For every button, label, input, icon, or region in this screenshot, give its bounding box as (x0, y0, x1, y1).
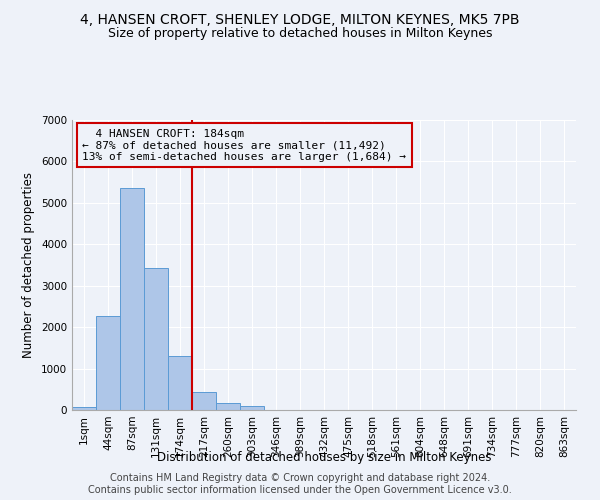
Text: Distribution of detached houses by size in Milton Keynes: Distribution of detached houses by size … (157, 451, 491, 464)
Bar (240, 406, 264, 410)
Bar (144, 268, 168, 410)
Y-axis label: Number of detached properties: Number of detached properties (22, 172, 35, 358)
Bar (120, 188, 144, 410)
Bar (168, 356, 192, 410)
Text: 4 HANSEN CROFT: 184sqm
← 87% of detached houses are smaller (11,492)
13% of semi: 4 HANSEN CROFT: 184sqm ← 87% of detached… (82, 128, 406, 162)
Bar (96, 316, 120, 410)
Bar (216, 404, 240, 410)
Bar (192, 392, 216, 410)
Text: Size of property relative to detached houses in Milton Keynes: Size of property relative to detached ho… (108, 28, 492, 40)
Text: Contains HM Land Registry data © Crown copyright and database right 2024.
Contai: Contains HM Land Registry data © Crown c… (88, 474, 512, 495)
Bar (72, 407, 96, 410)
Text: 4, HANSEN CROFT, SHENLEY LODGE, MILTON KEYNES, MK5 7PB: 4, HANSEN CROFT, SHENLEY LODGE, MILTON K… (80, 12, 520, 26)
